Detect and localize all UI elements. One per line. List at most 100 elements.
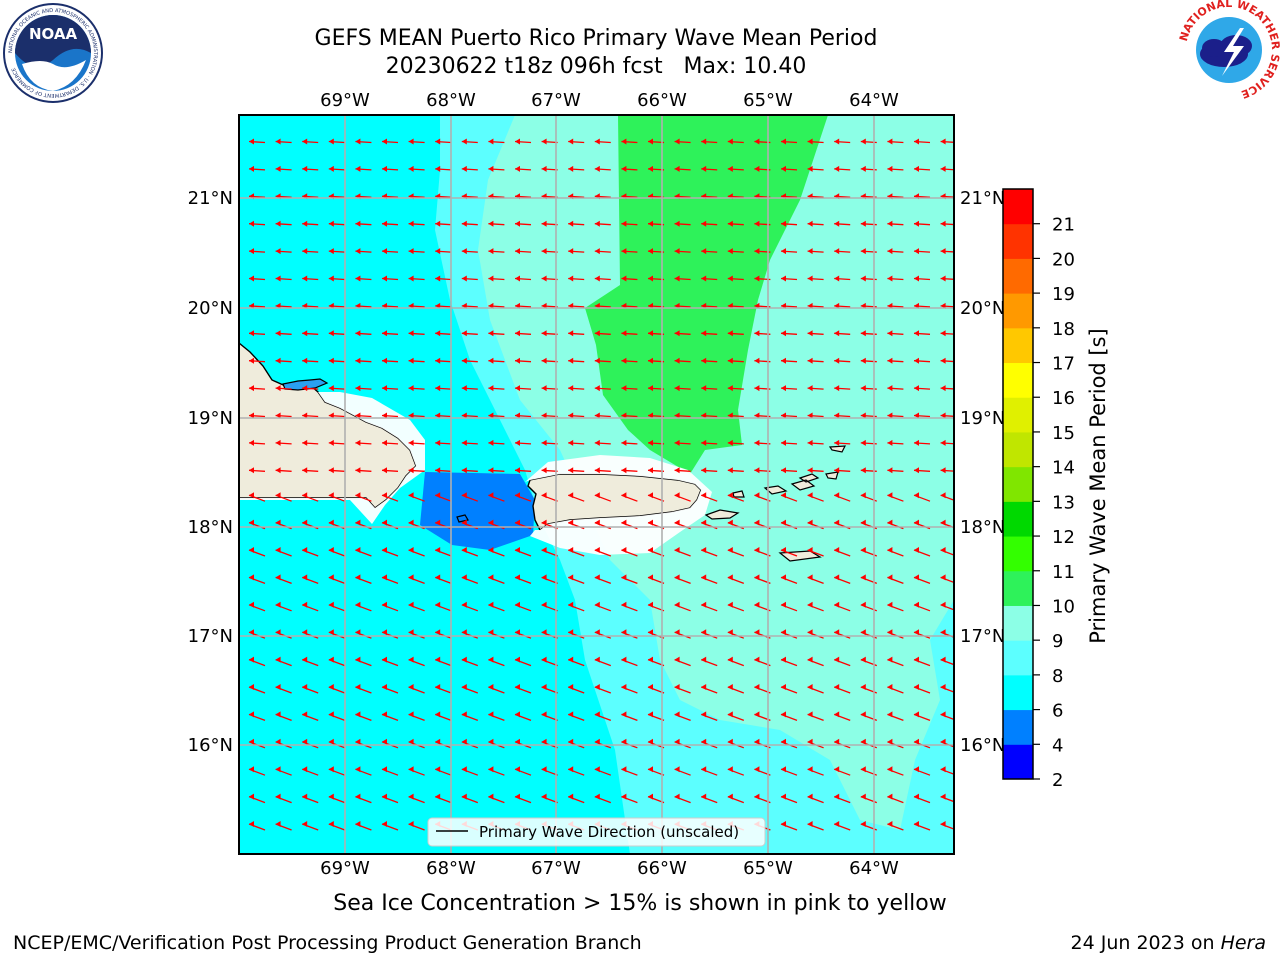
wave-arrow-head [621, 766, 627, 773]
colorbar-segment [1003, 189, 1033, 225]
wave-arrow-head [860, 738, 866, 745]
wave-arrow-head [435, 248, 441, 255]
wave-arrow-head [701, 519, 707, 526]
wave-arrow-head [727, 385, 733, 392]
wave-arrow-head [914, 793, 919, 800]
colorbar-tick-label: 13 [1052, 492, 1075, 513]
wave-arrow-head [674, 738, 680, 745]
wave-arrow-head [648, 220, 653, 227]
wave-arrow-head [860, 492, 866, 499]
wave-arrow-head [648, 629, 653, 636]
wave-arrow-head [781, 165, 786, 172]
wave-arrow-head [302, 330, 308, 337]
wave-arrow-head [727, 793, 733, 800]
wave-arrow-head [594, 439, 600, 446]
wave-arrow-head [488, 547, 494, 553]
wave-arrow-head [648, 248, 653, 255]
footer-branch: NCEP/EMC/Verification Post Processing Pr… [13, 932, 642, 954]
wave-arrow-head [940, 601, 946, 608]
wave-arrow-head [834, 738, 840, 745]
lat-label-left: 19°N [188, 408, 233, 429]
wave-arrow-head [302, 684, 308, 690]
wave-arrow-head [355, 275, 361, 282]
wave-arrow-head [488, 793, 494, 800]
wave-arrow-head [887, 467, 893, 474]
colorbar-segment [1003, 431, 1033, 468]
wave-arrow-head [621, 330, 627, 337]
wave-arrow-head [328, 711, 334, 718]
wave-arrow-head [541, 547, 547, 553]
wave-arrow-head [355, 547, 361, 553]
wave-arrow-head [781, 275, 786, 282]
wave-arrow-head [355, 711, 361, 718]
wave-arrow-head [461, 412, 467, 419]
wave-arrow-head [834, 138, 840, 145]
wave-arrow-head [887, 821, 893, 827]
wave-arrow-head [541, 711, 547, 718]
wave-arrow-head [461, 165, 467, 172]
wave-arrow-head [860, 220, 866, 227]
wave-arrow-head [382, 601, 387, 608]
wave-arrow-head [328, 412, 334, 419]
wave-arrow-head [887, 684, 893, 690]
wave-arrow-head [648, 574, 653, 581]
wave-arrow-head [355, 165, 361, 172]
wave-arrow-head [860, 574, 866, 581]
wave-arrow-head [754, 165, 760, 172]
wave-arrow-head [594, 412, 600, 419]
wave-arrow-head [674, 467, 680, 474]
wave-arrow-head [781, 601, 786, 608]
wave-arrow-head [302, 547, 308, 553]
wave-arrow-head [701, 684, 707, 690]
wave-arrow-head [887, 519, 893, 526]
wave-arrow-head [355, 738, 361, 745]
wave-arrow-head [461, 601, 467, 608]
wave-arrow-head [860, 793, 866, 800]
wave-arrow-head [621, 711, 627, 718]
lat-label-left: 18°N [188, 517, 233, 538]
wave-arrow-head [674, 711, 680, 718]
wave-arrow-head [648, 766, 653, 773]
wave-arrow-head [807, 385, 813, 392]
wave-arrow-head [621, 165, 627, 172]
wave-arrow-head [727, 738, 733, 745]
wave-arrow-head [408, 574, 414, 581]
wave-arrow-head [382, 547, 387, 553]
wave-arrow-head [701, 412, 707, 419]
wave-arrow-head [328, 492, 334, 499]
wave-arrow-head [249, 467, 254, 474]
wave-arrow-head [302, 385, 308, 392]
wave-arrow-head [435, 467, 441, 474]
legend-label: Primary Wave Direction (unscaled) [479, 823, 739, 841]
wave-arrow-head [302, 220, 308, 227]
wave-arrow-head [461, 220, 467, 227]
wave-arrow-head [382, 220, 387, 227]
wave-arrow-head [834, 656, 840, 663]
wave-arrow-head [674, 629, 680, 636]
wave-arrow-head [568, 138, 574, 145]
wave-arrow-head [328, 821, 334, 827]
wave-arrow-head [594, 793, 600, 800]
wave-arrow-head [302, 711, 308, 718]
wave-arrow-head [408, 656, 414, 663]
wave-arrow-head [914, 574, 919, 581]
wave-arrow-head [781, 138, 786, 145]
wave-arrow-head [701, 165, 707, 172]
wave-arrow-head [727, 357, 733, 364]
wave-arrow-head [382, 165, 387, 172]
wave-arrow-head [648, 467, 653, 474]
wave-arrow-head [674, 248, 680, 255]
wave-arrow-head [382, 766, 387, 773]
wave-arrow-head [355, 519, 361, 526]
wave-arrow-head [674, 656, 680, 663]
wave-arrow-head [515, 385, 520, 392]
wave-arrow-head [249, 574, 254, 581]
wave-arrow-head [594, 738, 600, 745]
wave-arrow-head [275, 684, 281, 690]
wave-arrow-head [275, 467, 281, 474]
wave-arrow-head [807, 629, 813, 636]
wave-arrow-head [940, 656, 946, 663]
wave-arrow-head [275, 711, 281, 718]
wave-arrow-head [382, 738, 387, 745]
wave-arrow-head [807, 220, 813, 227]
